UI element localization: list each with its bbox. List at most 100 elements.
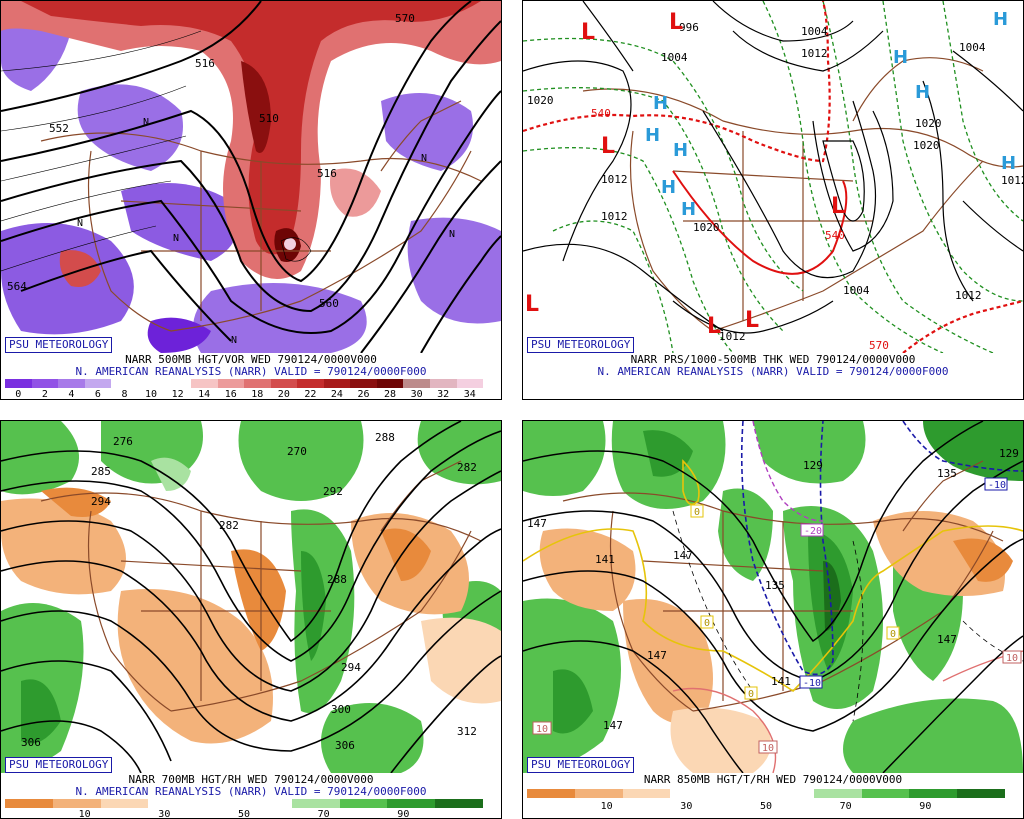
- low-pressure-marker: L: [745, 308, 759, 333]
- contour-label: 300: [331, 703, 351, 716]
- vort-marker: N: [143, 117, 149, 128]
- colorbar-swatch: [403, 379, 430, 388]
- vort-marker: N: [449, 229, 455, 240]
- isotherm-label: -10: [988, 480, 1006, 491]
- high-pressure-marker: H: [915, 82, 930, 103]
- high-pressure-marker: H: [681, 199, 696, 220]
- psu-meteorology-badge: PSU METEOROLOGY: [5, 337, 113, 353]
- contour-label: 510: [259, 112, 279, 125]
- colorbar-swatch: [622, 789, 671, 798]
- colorbar-swatch: [339, 799, 388, 808]
- colorbar-ticks: 10 30 50 70 90: [5, 809, 483, 819]
- high-pressure-marker: H: [1001, 153, 1016, 174]
- colorbar-swatch: [323, 379, 351, 388]
- contour-label: 294: [341, 661, 361, 674]
- vort-marker: N: [77, 218, 83, 229]
- contour-label: 135: [765, 579, 785, 592]
- colorbar-swatch: [164, 379, 191, 388]
- colorbar-tick-label: 10: [600, 801, 613, 812]
- colorbar-swatch: [718, 789, 766, 798]
- map-valid-time: N. AMERICAN REANALYSIS (NARR) VALID = 79…: [597, 365, 949, 378]
- contour-label: 282: [457, 461, 477, 474]
- colorbar-tick-label: 90: [397, 809, 410, 819]
- contour-label: 292: [323, 485, 343, 498]
- colorbar-tick-label: 10: [145, 389, 158, 400]
- colorbar-swatch: [148, 799, 197, 808]
- colorbar-tick-label: 32: [437, 389, 450, 400]
- colorbar-swatch: [387, 799, 436, 808]
- colorbar-swatch: [861, 789, 910, 798]
- colorbar-swatch: [84, 379, 112, 388]
- colorbar-swatch: [297, 379, 324, 388]
- map-caption: NARR 500MB HGT/VOR WED 790124/0000V000: [125, 353, 377, 366]
- map-valid-time: N. AMERICAN REANALYSIS (NARR) VALID = 79…: [75, 785, 427, 798]
- colorbar-tick-label: 22: [304, 389, 317, 400]
- isotherm-label: 0: [890, 629, 896, 640]
- low-pressure-marker: L: [581, 20, 595, 45]
- contour-label: 560: [319, 297, 339, 310]
- isobar-label: 1004: [843, 284, 870, 297]
- colorbar-swatch: [765, 789, 814, 798]
- colorbar-tick-label: 34: [463, 389, 476, 400]
- colorbar-tick-label: 8: [121, 389, 128, 400]
- contour-label: 570: [395, 12, 415, 25]
- rh-colorbar: [527, 789, 1005, 798]
- panel-850mb-temp-rh: 147 141 147 135 129 129 135 147 141 147 …: [522, 420, 1024, 819]
- colorbar-swatch: [243, 799, 292, 808]
- vort-marker: N: [231, 335, 237, 346]
- low-pressure-marker: L: [707, 314, 721, 339]
- colorbar-swatch: [111, 379, 138, 388]
- panel-500mb-vorticity: 552 516 510 564 560 516 570 N N N N N N …: [0, 0, 502, 400]
- colorbar-swatch: [957, 789, 1005, 798]
- colorbar-tick-label: 50: [759, 801, 773, 812]
- contour-label: 141: [771, 675, 791, 688]
- contour-label: 129: [803, 459, 823, 472]
- colorbar-tick-label: 20: [277, 389, 290, 400]
- contour-label: 312: [457, 725, 477, 738]
- colorbar-swatch: [670, 789, 719, 798]
- colorbar-swatch: [52, 799, 101, 808]
- pressure-thickness-map: 1020 1012 1012 1020 1004 1012 1004 1012 …: [523, 1, 1023, 353]
- colorbar-tick-label: 12: [171, 389, 184, 400]
- isobar-label: 1012: [1001, 174, 1023, 187]
- colorbar-swatch: [376, 379, 404, 388]
- isobar-label: 1012: [801, 47, 828, 60]
- colorbar-tick-label: 16: [224, 389, 237, 400]
- isotherm-label: -20: [804, 526, 822, 537]
- colorbar-swatch: [244, 379, 271, 388]
- colorbar-tick-label: 30: [680, 801, 693, 812]
- colorbar-swatch: [137, 379, 165, 388]
- colorbar-swatch: [430, 379, 457, 388]
- colorbar-tick-label: 24: [330, 389, 343, 400]
- thickness-label: 570: [869, 339, 889, 352]
- isotherm-label: 10: [1006, 653, 1018, 664]
- colorbar-tick-label: 0: [15, 389, 22, 400]
- isobar-label: 1012: [955, 289, 982, 302]
- panel-1000-500mb-thickness: 1020 1012 1012 1020 1004 1012 1004 1012 …: [522, 0, 1024, 400]
- temp850-map: 147 141 147 135 129 129 135 147 141 147 …: [523, 421, 1023, 773]
- isotherm-label: -10: [803, 678, 821, 689]
- colorbar-tick-label: 2: [41, 389, 48, 400]
- colorbar-swatch: [5, 799, 53, 808]
- map-caption: NARR PRS/1000-500MB THK WED 790124/0000V…: [630, 353, 916, 366]
- high-pressure-marker: H: [653, 93, 668, 114]
- contour-label: 141: [595, 553, 615, 566]
- colorbar-tick-label: 70: [317, 809, 330, 819]
- isobar-label: 1020: [693, 221, 720, 234]
- isobar-label: 1004: [959, 41, 986, 54]
- vort-marker: N: [421, 153, 427, 164]
- contour-label: 129: [999, 447, 1019, 460]
- isobar-label: 1020: [527, 94, 554, 107]
- contour-label: 282: [219, 519, 239, 532]
- isotherm-label: 10: [536, 724, 548, 735]
- contour-label: 516: [317, 167, 337, 180]
- contour-label: 306: [21, 736, 41, 749]
- colorbar-swatch: [5, 379, 32, 388]
- isobar-label: 996: [679, 21, 699, 34]
- colorbar-tick-label: 4: [68, 389, 75, 400]
- isobar-label: 1020: [913, 139, 940, 152]
- thickness-label: 540: [825, 229, 845, 242]
- isotherm-label: 0: [748, 689, 754, 700]
- psu-meteorology-badge: PSU METEOROLOGY: [5, 757, 113, 773]
- map-caption: NARR 850MB HGT/T/RH WED 790124/0000V000: [643, 773, 903, 786]
